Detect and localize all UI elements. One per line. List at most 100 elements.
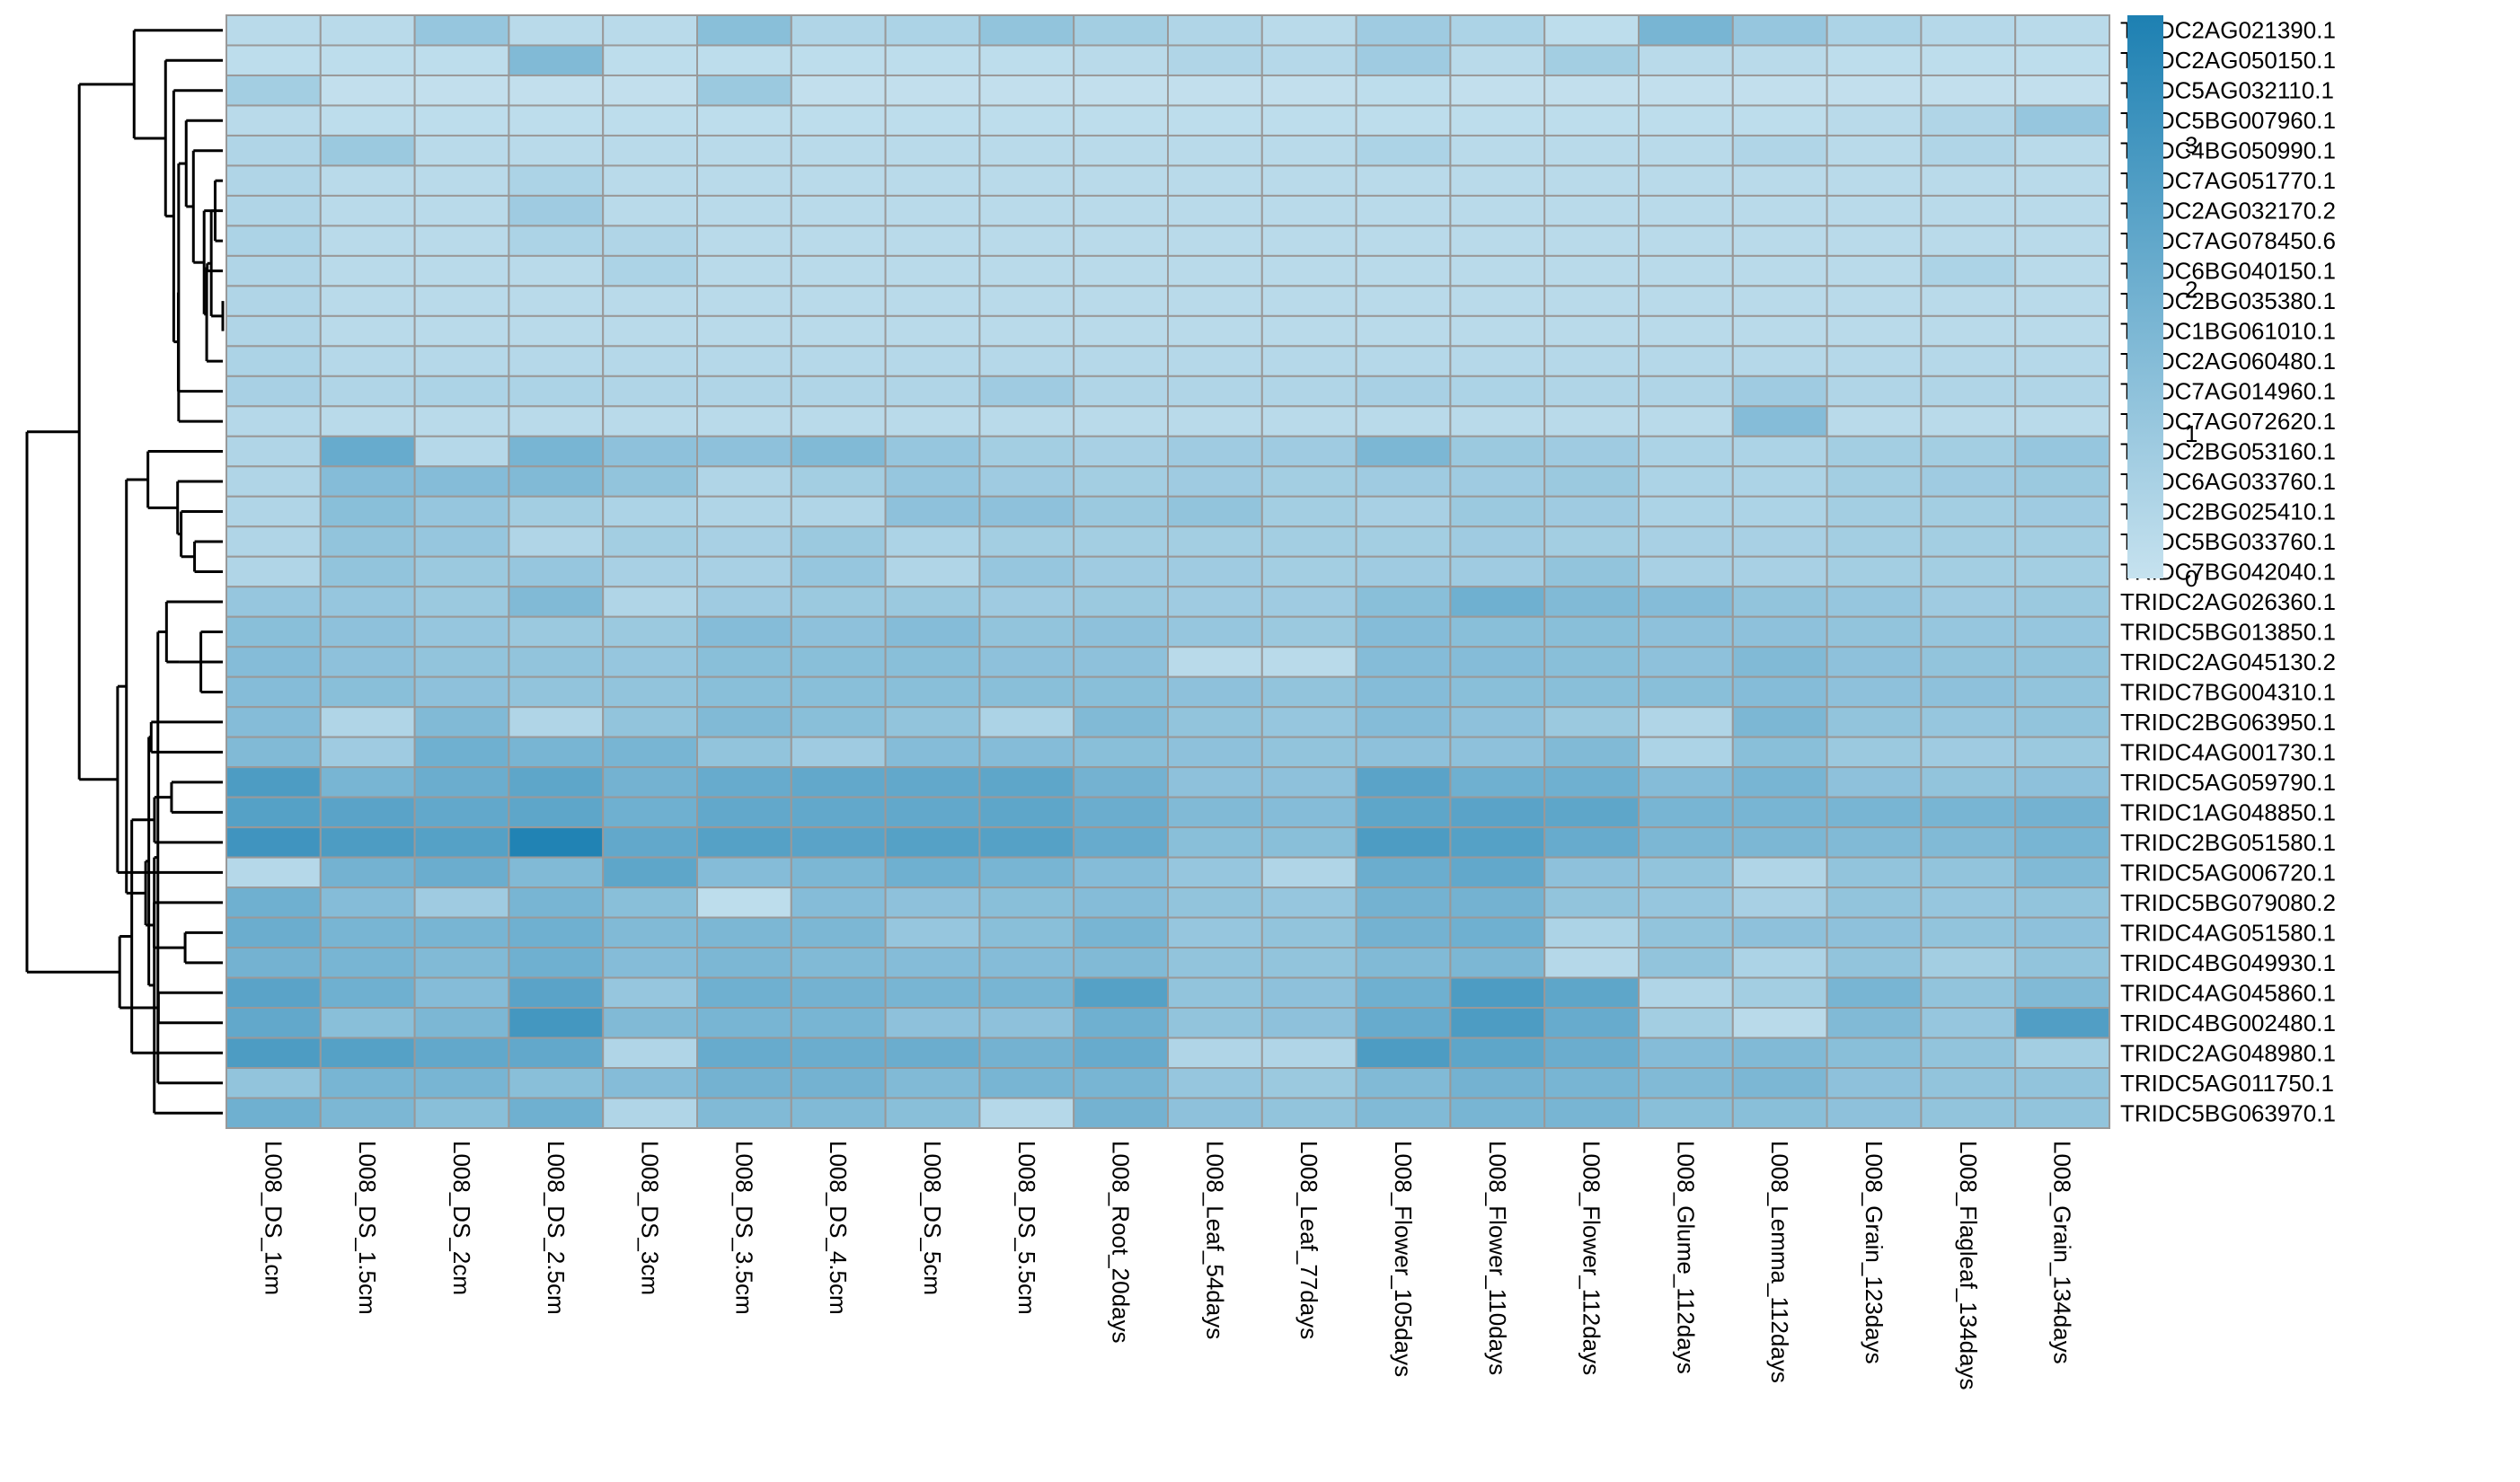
heatmap-cell (1449, 314, 1546, 348)
heatmap-cell (790, 887, 887, 919)
heatmap-cell (1355, 555, 1452, 588)
heatmap-cell (1260, 345, 1357, 377)
heatmap-cell (2014, 675, 2110, 709)
heatmap-cell (1449, 826, 1546, 859)
heatmap-cell (978, 285, 1075, 317)
heatmap-cell (1073, 285, 1169, 317)
heatmap-cell (508, 1007, 605, 1039)
heatmap-cell (1543, 375, 1640, 408)
heatmap-cell (1355, 194, 1452, 227)
heatmap-cell (1638, 1007, 1734, 1039)
heatmap-cell (790, 916, 887, 949)
heatmap-cell (696, 525, 792, 558)
heatmap-cell (1355, 586, 1452, 618)
heatmap-cell (413, 254, 510, 287)
heatmap-cell (1920, 1097, 2017, 1130)
heatmap-cell (508, 947, 605, 979)
heatmap-cell (884, 555, 981, 588)
heatmap-cell (1449, 1067, 1546, 1099)
heatmap-cell (696, 1007, 792, 1039)
heatmap-cell (1826, 194, 1923, 227)
heatmap-cell (1638, 405, 1734, 437)
heatmap-cell (1826, 646, 1923, 678)
heatmap-cell (1826, 435, 1923, 468)
column-label: L008_DS_2.5cm (543, 1141, 570, 1315)
heatmap-cell (1073, 1067, 1169, 1099)
heatmap-cell (1355, 736, 1452, 769)
heatmap-cell (1731, 465, 1828, 498)
heatmap-cell (508, 495, 605, 528)
heatmap-cell (319, 14, 416, 47)
heatmap-cell (2014, 495, 2110, 528)
heatmap-cell (696, 976, 792, 1010)
heatmap-cell (1638, 164, 1734, 197)
heatmap-cell (2014, 164, 2110, 197)
heatmap-cell (1449, 375, 1546, 408)
heatmap-cell (225, 104, 322, 137)
heatmap-cell (1260, 164, 1357, 197)
heatmap-cell (1449, 44, 1546, 76)
legend-tick-label: 1 (2185, 420, 2197, 447)
heatmap-cell (978, 615, 1075, 648)
heatmap-cell (1073, 44, 1169, 76)
heatmap-cell (319, 254, 416, 287)
heatmap-cell (790, 706, 887, 738)
heatmap-cell (1638, 194, 1734, 227)
heatmap-cell (413, 164, 510, 197)
color-legend: 0 1 2 3 (2127, 15, 2197, 592)
heatmap-cell (319, 706, 416, 738)
heatmap-cell (790, 285, 887, 317)
heatmap-cell (696, 615, 792, 648)
heatmap-cell (696, 856, 792, 889)
heatmap-cell (602, 796, 699, 829)
heatmap-cell (2014, 254, 2110, 287)
row-label: TRIDC2BG063950.1 (2120, 709, 2336, 736)
heatmap-cell (508, 225, 605, 257)
heatmap-cell (508, 766, 605, 798)
heatmap-cell (884, 796, 981, 829)
heatmap-cell (884, 646, 981, 678)
heatmap-cell (978, 1097, 1075, 1130)
heatmap-cell (2014, 1007, 2110, 1039)
heatmap-cell (1167, 14, 1263, 47)
heatmap-cell (1543, 976, 1640, 1010)
heatmap-cell (602, 345, 699, 377)
heatmap-cell (1355, 74, 1452, 107)
heatmap-cell (978, 164, 1075, 197)
heatmap-cell (1920, 646, 2017, 678)
heatmap-cell (1920, 826, 2017, 859)
heatmap-cell (884, 225, 981, 257)
heatmap-cell (1920, 465, 2017, 498)
heatmap-cell (225, 947, 322, 979)
heatmap-cell (413, 706, 510, 738)
heatmap-cell (1920, 345, 2017, 377)
heatmap-cell (319, 615, 416, 648)
heatmap-cell (1260, 525, 1357, 558)
heatmap-cell (1355, 646, 1452, 678)
heatmap-cell (696, 736, 792, 769)
heatmap-cell (978, 586, 1075, 618)
heatmap-cell (978, 826, 1075, 859)
heatmap-cell (508, 856, 605, 889)
heatmap-cell (1449, 194, 1546, 227)
heatmap-cell (319, 555, 416, 588)
heatmap-cell (1543, 555, 1640, 588)
heatmap-cell (978, 646, 1075, 678)
heatmap-cell (2014, 736, 2110, 769)
heatmap-cell (1826, 1067, 1923, 1099)
row-label: TRIDC4AG051580.1 (2120, 919, 2336, 946)
heatmap-cell (508, 1067, 605, 1099)
heatmap-cell (508, 736, 605, 769)
heatmap-cell (1167, 104, 1263, 137)
heatmap-cell (2014, 375, 2110, 408)
heatmap-cell (1073, 586, 1169, 618)
column-label: L008_DS_5cm (919, 1141, 946, 1295)
heatmap-cell (602, 555, 699, 588)
heatmap-cell (1731, 314, 1828, 348)
heatmap-cell (978, 976, 1075, 1010)
heatmap-cell (1167, 796, 1263, 829)
heatmap-cell (1826, 254, 1923, 287)
heatmap-cell (225, 1097, 322, 1130)
heatmap-cell (319, 225, 416, 257)
heatmap-cell (1638, 826, 1734, 859)
